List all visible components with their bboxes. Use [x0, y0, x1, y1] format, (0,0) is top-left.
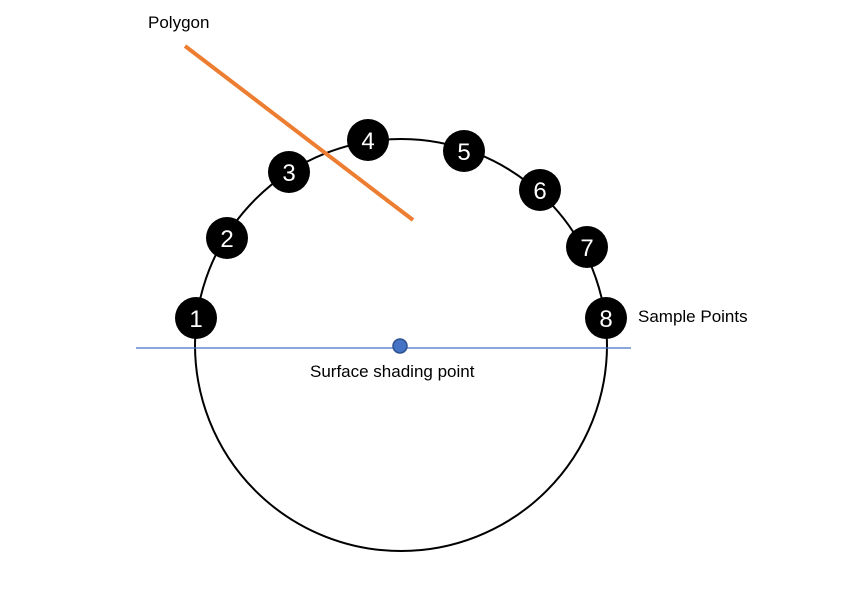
- sample-point-marker: [175, 297, 217, 339]
- sample-point-number: 2: [220, 226, 233, 253]
- sample-point-marker: [566, 226, 608, 268]
- sample-point-8: 8: [585, 297, 627, 339]
- sample-point-number: 7: [580, 235, 593, 262]
- sample-point-number: 1: [189, 306, 202, 333]
- sample-point-number: 5: [457, 139, 470, 166]
- sample-point-2: 2: [206, 217, 248, 259]
- sample-point-number: 8: [599, 306, 612, 333]
- sampling-circle: [194, 138, 608, 552]
- sample-point-marker: [206, 217, 248, 259]
- sample-point-marker: [519, 169, 561, 211]
- sample-point-marker: [268, 151, 310, 193]
- sample-point-number: 6: [533, 178, 546, 205]
- sample-point-4: 4: [347, 119, 389, 161]
- sample-point-marker: [347, 119, 389, 161]
- polygon-line: [183, 44, 415, 222]
- sample-point-1: 1: [175, 297, 217, 339]
- sample-point-marker: [443, 130, 485, 172]
- sample-point-7: 7: [566, 226, 608, 268]
- surface-shading-point-label: Surface shading point: [310, 362, 475, 381]
- sample-point-3: 3: [268, 151, 310, 193]
- sample-point-number: 3: [282, 160, 295, 187]
- sample-point-5: 5: [443, 130, 485, 172]
- polygon-label: Polygon: [148, 13, 209, 32]
- sample-point-number: 4: [361, 128, 374, 155]
- sample-points-label: Sample Points: [638, 307, 748, 326]
- sample-points: 1 2 3 4 5 6 7 8: [175, 119, 627, 339]
- sample-point-6: 6: [519, 169, 561, 211]
- sample-point-marker: [585, 297, 627, 339]
- surface-shading-point: [392, 338, 408, 354]
